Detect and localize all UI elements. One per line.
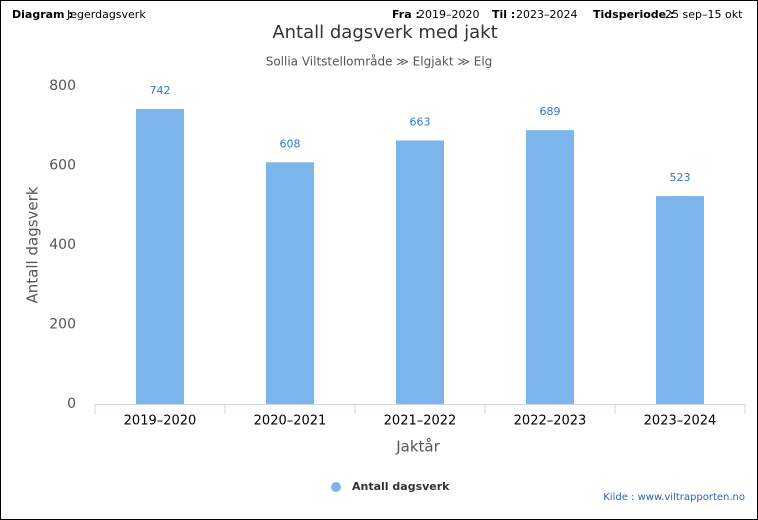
x-tick-label: 2022–2023 (514, 414, 587, 429)
y-axis-title: Antall dagsverk (24, 186, 42, 303)
bar (266, 162, 314, 404)
x-axis-title: Jaktår (395, 438, 440, 456)
data-label: 742 (150, 84, 171, 97)
y-tick-label: 400 (49, 237, 76, 253)
header-value: 2019–2020 (418, 8, 480, 21)
x-tick-label: 2020–2021 (254, 414, 327, 429)
header-label: Diagram : (12, 8, 73, 21)
y-tick-label: 800 (49, 78, 76, 94)
legend-label: Antall dagsverk (352, 480, 450, 493)
header-label: Tidsperiode : (593, 8, 674, 21)
legend-marker (331, 482, 341, 492)
y-tick-label: 600 (49, 158, 76, 174)
x-tick-label: 2021–2022 (384, 414, 457, 429)
bar (526, 130, 574, 404)
header-value: 25 sep–15 okt (665, 8, 743, 21)
header-value: 2023–2024 (516, 8, 578, 21)
data-label: 523 (670, 171, 691, 184)
bar (396, 140, 444, 404)
y-tick-label: 0 (67, 396, 76, 412)
chart-title: Antall dagsverk med jakt (272, 22, 497, 43)
data-label: 608 (280, 137, 301, 150)
bar (656, 196, 704, 404)
data-label: 689 (540, 105, 561, 118)
header-value: Jegerdagsverk (66, 8, 146, 21)
x-tick-label: 2019–2020 (124, 414, 197, 429)
y-tick-label: 200 (49, 317, 76, 333)
chart-subtitle: Sollia Viltstellområde ≫ Elgjakt ≫ Elg (266, 55, 493, 69)
header-label: Fra : (392, 8, 420, 21)
source: Kilde : www.viltrapporten.no (603, 492, 745, 503)
bar (136, 109, 184, 405)
header-label: Til : (492, 8, 515, 21)
x-tick-label: 2023–2024 (644, 414, 717, 429)
data-label: 663 (410, 115, 431, 128)
